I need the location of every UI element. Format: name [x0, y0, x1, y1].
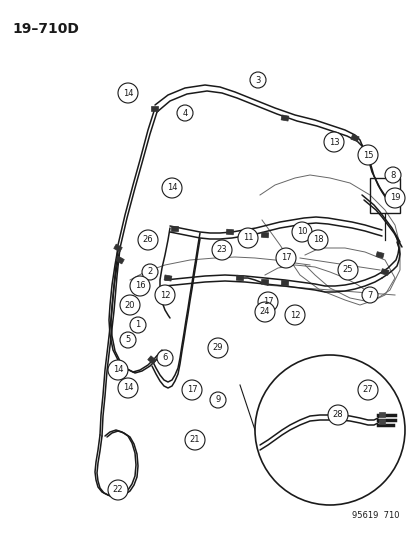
Circle shape: [138, 230, 158, 250]
Bar: [226, 229, 233, 235]
Circle shape: [254, 302, 274, 322]
Bar: [280, 280, 288, 286]
Circle shape: [154, 285, 175, 305]
Circle shape: [161, 178, 182, 198]
Text: 14: 14: [166, 183, 177, 192]
Text: 17: 17: [186, 385, 197, 394]
Bar: [380, 269, 388, 276]
Text: 25: 25: [342, 265, 352, 274]
Bar: [375, 252, 383, 259]
Circle shape: [185, 430, 204, 450]
Circle shape: [118, 378, 138, 398]
Text: 21: 21: [189, 435, 200, 445]
Bar: [171, 225, 178, 230]
Text: 11: 11: [242, 233, 253, 243]
Text: 17: 17: [262, 297, 273, 306]
Circle shape: [254, 355, 404, 505]
Bar: [363, 151, 371, 159]
Circle shape: [108, 360, 128, 380]
Circle shape: [257, 292, 277, 312]
Circle shape: [182, 380, 202, 400]
Text: 7: 7: [366, 290, 372, 300]
Bar: [378, 419, 384, 424]
Bar: [164, 275, 171, 281]
Text: 17: 17: [280, 254, 291, 262]
Circle shape: [291, 222, 311, 242]
Bar: [369, 178, 399, 213]
Text: 12: 12: [159, 290, 170, 300]
Circle shape: [284, 305, 304, 325]
Text: 5: 5: [125, 335, 131, 344]
Bar: [147, 356, 156, 364]
Text: 14: 14: [122, 384, 133, 392]
Text: 95619  710: 95619 710: [351, 511, 399, 520]
Circle shape: [327, 405, 347, 425]
Text: 26: 26: [142, 236, 153, 245]
Text: 2: 2: [147, 268, 152, 277]
Circle shape: [275, 248, 295, 268]
Text: 19: 19: [389, 193, 399, 203]
Circle shape: [384, 188, 404, 208]
Text: 27: 27: [362, 385, 373, 394]
Text: 6: 6: [162, 353, 167, 362]
Text: 4: 4: [182, 109, 187, 117]
Circle shape: [118, 83, 138, 103]
Text: 23: 23: [216, 246, 227, 254]
Text: 24: 24: [259, 308, 270, 317]
Bar: [350, 134, 358, 142]
Text: 22: 22: [112, 486, 123, 495]
Circle shape: [211, 240, 231, 260]
Text: 19–710D: 19–710D: [12, 22, 79, 36]
Text: 3: 3: [255, 76, 260, 85]
Circle shape: [157, 350, 173, 366]
Circle shape: [357, 380, 377, 400]
Text: 9: 9: [215, 395, 220, 405]
Circle shape: [130, 276, 150, 296]
Circle shape: [120, 295, 140, 315]
Text: 12: 12: [289, 311, 299, 319]
Circle shape: [108, 480, 128, 500]
Circle shape: [384, 167, 400, 183]
Circle shape: [177, 105, 192, 121]
Circle shape: [142, 264, 158, 280]
Bar: [261, 279, 268, 285]
Circle shape: [357, 145, 377, 165]
Text: 15: 15: [362, 150, 373, 159]
Bar: [280, 115, 288, 121]
Bar: [236, 275, 243, 281]
Circle shape: [209, 392, 225, 408]
Text: 13: 13: [328, 138, 339, 147]
Circle shape: [120, 332, 136, 348]
Text: 18: 18: [312, 236, 323, 245]
Circle shape: [361, 287, 377, 303]
Text: 10: 10: [296, 228, 306, 237]
Text: 28: 28: [332, 410, 342, 419]
Circle shape: [237, 228, 257, 248]
Text: 20: 20: [124, 301, 135, 310]
Circle shape: [249, 72, 266, 88]
Bar: [116, 256, 124, 264]
Text: 14: 14: [122, 88, 133, 98]
Bar: [151, 106, 158, 110]
Text: 29: 29: [212, 343, 223, 352]
Text: 16: 16: [134, 281, 145, 290]
Bar: [261, 232, 268, 238]
Circle shape: [307, 230, 327, 250]
Text: 1: 1: [135, 320, 140, 329]
Text: 14: 14: [112, 366, 123, 375]
Bar: [114, 244, 122, 252]
Text: 8: 8: [389, 171, 395, 180]
Bar: [378, 413, 384, 417]
Circle shape: [337, 260, 357, 280]
Circle shape: [130, 317, 146, 333]
Bar: [301, 234, 308, 240]
Circle shape: [323, 132, 343, 152]
Circle shape: [207, 338, 228, 358]
